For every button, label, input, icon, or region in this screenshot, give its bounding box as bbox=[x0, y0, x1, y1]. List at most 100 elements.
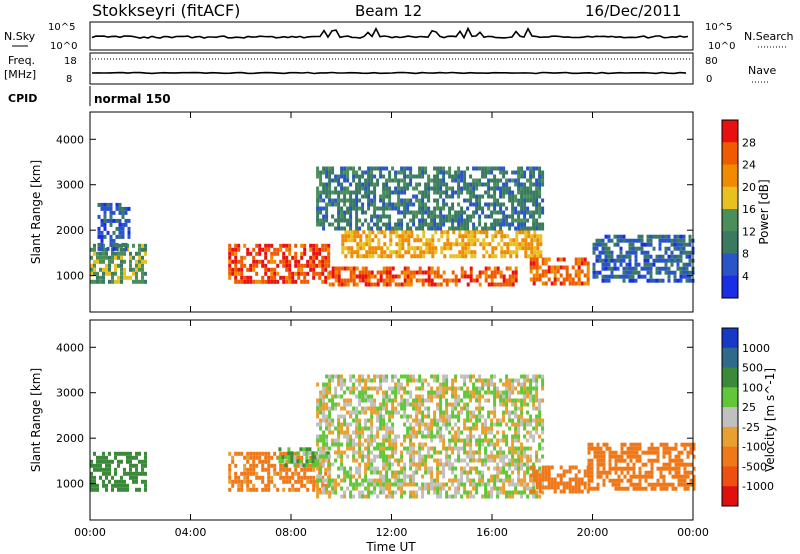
velocity-cell bbox=[314, 459, 318, 464]
power-cell bbox=[514, 218, 518, 223]
velocity-cell bbox=[541, 378, 545, 383]
power-cell bbox=[688, 250, 692, 255]
power-cell bbox=[138, 263, 141, 268]
velocity-cell bbox=[328, 390, 332, 395]
velocity-cell bbox=[427, 482, 431, 487]
power-cell bbox=[455, 242, 459, 247]
power-cell bbox=[505, 222, 509, 227]
velocity-cell bbox=[412, 398, 416, 403]
power-cell bbox=[622, 278, 626, 283]
velocity-cell bbox=[132, 455, 135, 460]
power-cell bbox=[502, 222, 506, 227]
velocity-cell bbox=[674, 470, 678, 475]
power-cell bbox=[252, 267, 256, 272]
velocity-cell bbox=[523, 478, 527, 483]
power-cell bbox=[595, 246, 599, 251]
power-cell bbox=[403, 266, 407, 271]
power-cell bbox=[120, 279, 123, 284]
velocity-cell bbox=[343, 378, 347, 383]
velocity-cell bbox=[469, 418, 473, 423]
velocity-cell bbox=[626, 454, 630, 459]
power-cell bbox=[356, 234, 360, 239]
power-cell bbox=[490, 166, 494, 171]
power-cell bbox=[574, 257, 578, 262]
power-colorbar-swatch bbox=[722, 209, 738, 232]
velocity-cell bbox=[472, 458, 476, 463]
velocity-cell bbox=[472, 374, 476, 379]
power-cell bbox=[532, 257, 536, 262]
power-cell bbox=[109, 218, 113, 223]
velocity-cell bbox=[370, 378, 374, 383]
power-cell bbox=[511, 210, 515, 215]
power-cell bbox=[347, 230, 351, 235]
velocity-cell bbox=[373, 478, 377, 483]
velocity-cell bbox=[544, 473, 548, 478]
velocity-cell bbox=[358, 390, 362, 395]
velocity-cell bbox=[514, 438, 518, 443]
power-cell bbox=[331, 274, 335, 279]
power-cell bbox=[673, 278, 677, 283]
velocity-cell bbox=[668, 446, 672, 451]
power-cell bbox=[625, 266, 629, 271]
power-cell bbox=[580, 261, 584, 266]
power-cell bbox=[649, 234, 653, 239]
velocity-cell bbox=[502, 466, 506, 471]
power-colorbar-swatch bbox=[722, 186, 738, 210]
velocity-cell bbox=[352, 374, 356, 379]
velocity-cell bbox=[270, 463, 274, 468]
power-cell bbox=[97, 230, 101, 235]
power-cell bbox=[517, 218, 521, 223]
velocity-cell bbox=[305, 455, 309, 460]
velocity-cell bbox=[505, 490, 509, 495]
power-cell bbox=[430, 270, 434, 275]
power-cell bbox=[667, 258, 671, 263]
power-cell bbox=[643, 274, 647, 279]
power-cell bbox=[318, 251, 322, 256]
velocity-cell bbox=[502, 486, 506, 491]
power-cell bbox=[529, 269, 533, 274]
power-cell bbox=[409, 210, 413, 215]
velocity-cell bbox=[481, 422, 485, 427]
velocity-cell bbox=[93, 467, 96, 472]
velocity-cell bbox=[373, 402, 377, 407]
velocity-cell bbox=[532, 386, 536, 391]
power-cell bbox=[679, 246, 683, 251]
velocity-cell bbox=[445, 462, 449, 467]
power-cell bbox=[673, 258, 677, 263]
power-cell bbox=[431, 242, 435, 247]
power-cell bbox=[448, 170, 452, 175]
power-cell bbox=[512, 238, 516, 243]
power-cell bbox=[667, 278, 671, 283]
power-cell bbox=[288, 271, 292, 276]
power-cell bbox=[367, 206, 371, 211]
velocity-cell bbox=[454, 390, 458, 395]
velocity-cell bbox=[430, 418, 434, 423]
velocity-cell bbox=[322, 414, 326, 419]
velocity-cell bbox=[385, 434, 389, 439]
power-cell bbox=[340, 186, 344, 191]
power-cell bbox=[475, 166, 479, 171]
velocity-cell bbox=[499, 486, 503, 491]
velocity-cell bbox=[349, 466, 353, 471]
power-cell bbox=[526, 206, 530, 211]
velocity-cell bbox=[306, 467, 310, 472]
power-cell bbox=[493, 210, 497, 215]
power-cell bbox=[473, 238, 477, 243]
velocity-cell bbox=[635, 446, 639, 451]
power-cell bbox=[341, 246, 345, 251]
velocity-cell bbox=[319, 446, 323, 451]
velocity-cell bbox=[487, 386, 491, 391]
power-cell bbox=[478, 198, 482, 203]
power-cell bbox=[337, 282, 341, 287]
power-cell bbox=[529, 174, 533, 179]
power-cell bbox=[322, 218, 326, 223]
power-cell bbox=[234, 243, 238, 248]
velocity-cell bbox=[436, 450, 440, 455]
power-cell bbox=[382, 210, 386, 215]
power-cell bbox=[231, 259, 235, 264]
velocity-cell bbox=[391, 374, 395, 379]
velocity-cell bbox=[583, 481, 587, 486]
power-cell bbox=[264, 267, 268, 272]
power-cell bbox=[607, 254, 611, 259]
velocity-cell bbox=[316, 494, 320, 499]
